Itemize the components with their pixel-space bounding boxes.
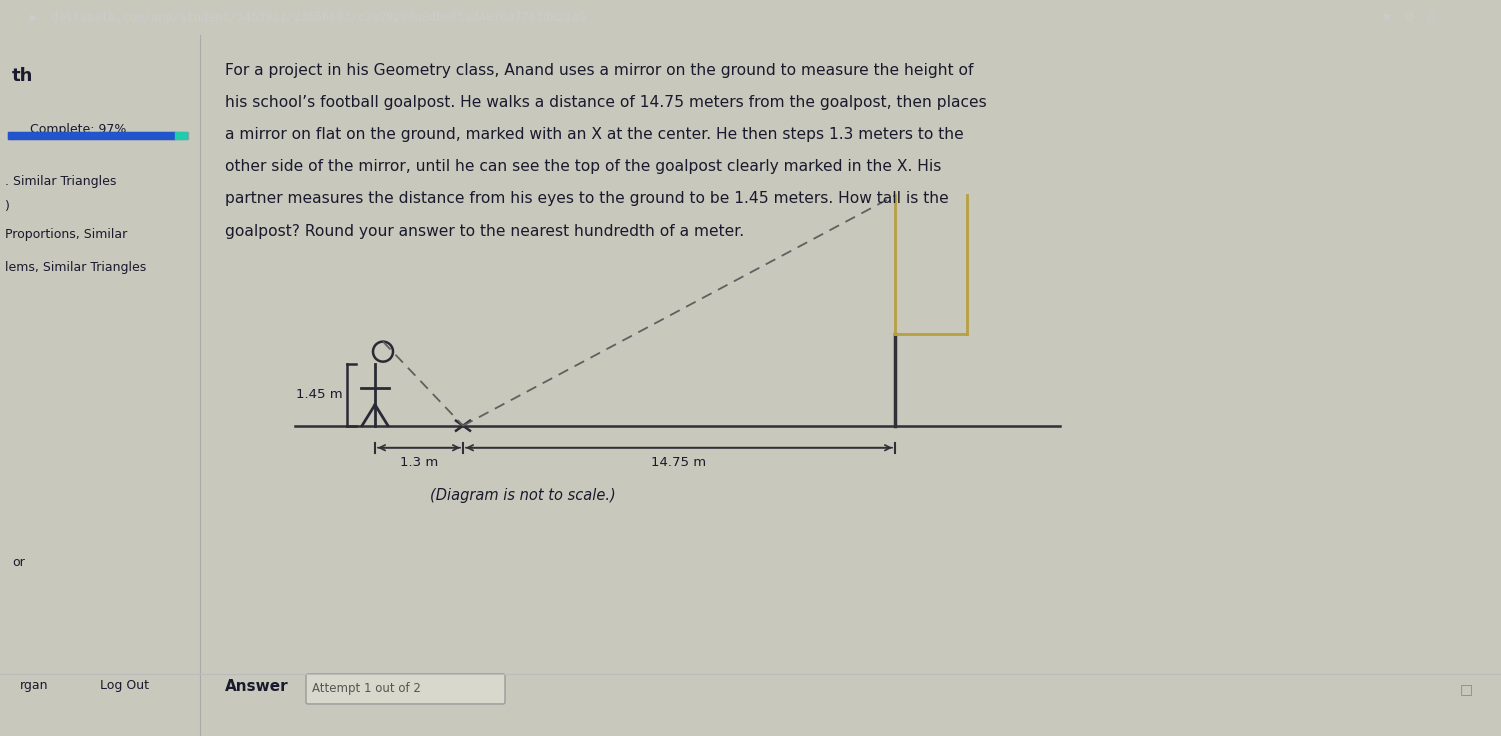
Text: Log Out: Log Out (101, 679, 149, 692)
Bar (8, 132, 188, 139)
Text: Answer: Answer (225, 679, 288, 694)
Text: ▶  deltamath.com/app/student/3463921/23666603/c2e20290a8dbe85ad4876a7763d821a0: ▶ deltamath.com/app/student/3463921/2366… (30, 11, 585, 24)
Text: Attempt 1 out of 2: Attempt 1 out of 2 (312, 682, 420, 696)
Text: a mirror on flat on the ground, marked with an X at the center. He then steps 1.: a mirror on flat on the ground, marked w… (225, 127, 964, 143)
Text: th: th (12, 68, 33, 85)
Text: For a project in his Geometry class, Anand uses a mirror on the ground to measur: For a project in his Geometry class, Ana… (225, 63, 974, 78)
Text: rgan: rgan (20, 679, 48, 692)
Text: Proportions, Similar: Proportions, Similar (5, 227, 128, 241)
Text: □: □ (1460, 682, 1472, 696)
Bar (176, 132, 188, 139)
Text: lems, Similar Triangles: lems, Similar Triangles (5, 261, 146, 274)
Text: partner measures the distance from his eyes to the ground to be 1.45 meters. How: partner measures the distance from his e… (225, 191, 949, 207)
Text: or: or (12, 556, 24, 569)
Text: 1.3 m: 1.3 m (399, 456, 438, 469)
Text: goalpost? Round your answer to the nearest hundredth of a meter.: goalpost? Round your answer to the neare… (225, 224, 744, 238)
Bar (8, 132, 176, 139)
Text: (Diagram is not to scale.): (Diagram is not to scale.) (429, 488, 615, 503)
Text: ): ) (5, 200, 11, 213)
Text: 14.75 m: 14.75 m (651, 456, 707, 469)
Text: ★   ⚙   ⧉   ⋮: ★ ⚙ ⧉ ⋮ (1381, 11, 1459, 24)
Text: . Similar Triangles: . Similar Triangles (5, 175, 117, 188)
Text: 1.45 m: 1.45 m (296, 388, 344, 401)
Text: his school’s football goalpost. He walks a distance of 14.75 meters from the goa: his school’s football goalpost. He walks… (225, 96, 986, 110)
FancyBboxPatch shape (306, 674, 504, 704)
Text: Complete: 97%: Complete: 97% (30, 124, 126, 136)
Text: other side of the mirror, until he can see the top of the goalpost clearly marke: other side of the mirror, until he can s… (225, 160, 941, 174)
